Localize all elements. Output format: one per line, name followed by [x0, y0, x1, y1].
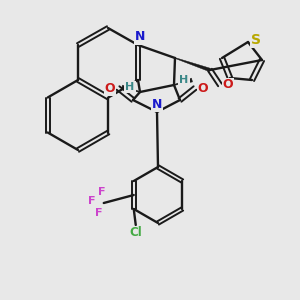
Polygon shape — [122, 85, 140, 92]
Text: F: F — [88, 196, 95, 206]
Polygon shape — [174, 78, 193, 85]
Text: O: O — [198, 82, 208, 94]
Text: N: N — [135, 31, 145, 44]
Polygon shape — [175, 58, 211, 72]
Text: F: F — [95, 208, 103, 218]
Text: H: H — [125, 82, 135, 92]
Text: S: S — [251, 33, 261, 47]
Text: O: O — [223, 79, 233, 92]
Text: O: O — [105, 82, 115, 94]
Text: N: N — [152, 98, 162, 110]
Text: F: F — [98, 187, 106, 197]
Text: H: H — [179, 75, 189, 85]
Text: Cl: Cl — [129, 226, 142, 239]
